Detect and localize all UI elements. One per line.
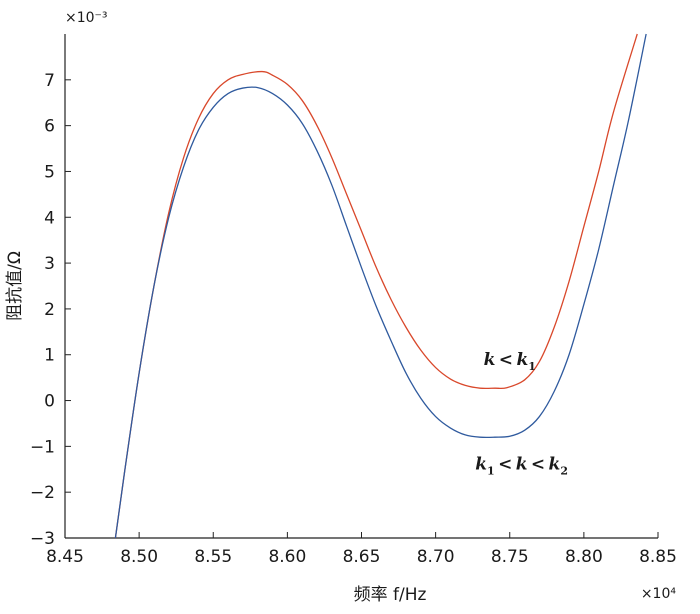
y-tick-label: 7 <box>44 71 55 91</box>
x-tick-label: 8.85 <box>639 547 677 567</box>
ticks: 8.45 8.50 8.55 8.60 8.65 8.70 8.75 8.80 8.85 7 6 5 4… <box>30 71 677 567</box>
x-tick-label: 8.75 <box>491 547 529 567</box>
x-tick-label: 8.50 <box>120 547 158 567</box>
y-tick-label: −1 <box>30 437 55 457</box>
x-tick-label: 8.60 <box>268 547 306 567</box>
series-lines <box>114 33 647 539</box>
y-axis-title: 阻抗值/Ω <box>5 251 25 321</box>
x-tick-label: 8.70 <box>417 547 455 567</box>
x-tick-label: 8.45 <box>46 547 84 567</box>
x-tick-label: 8.65 <box>343 547 381 567</box>
y-tick-label: 1 <box>44 346 55 366</box>
y-tick-label: 0 <box>44 392 55 412</box>
y-tick-label: −3 <box>30 529 55 549</box>
x-axis-title: 频率 f/Hz <box>354 585 427 605</box>
series-line-1 <box>114 33 638 539</box>
y-tick-label: 2 <box>44 300 55 320</box>
y-tick-label: −2 <box>30 483 55 503</box>
series-label-k-lt-k1: k < k1 <box>484 350 536 373</box>
y-tick-label: 4 <box>44 208 55 228</box>
x-tick-label: 8.80 <box>565 547 603 567</box>
x-tick-label: 8.55 <box>194 547 232 567</box>
series-label-k1-lt-k-lt-k2: k1 < k < k2 <box>475 454 568 477</box>
series-labels: k < k1 k1 < k < k2 <box>475 350 568 477</box>
y-tick-label: 6 <box>44 117 55 137</box>
x-exponent-label: ×10⁴ <box>641 586 677 602</box>
y-tick-label: 3 <box>44 254 55 274</box>
y-exponent-label: ×10⁻³ <box>65 10 108 26</box>
y-tick-label: 5 <box>44 162 55 182</box>
series-line-2 <box>114 33 647 539</box>
